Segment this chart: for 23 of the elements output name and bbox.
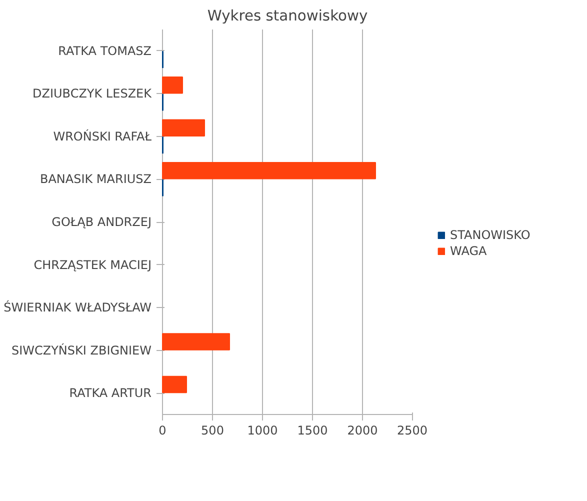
x-tick-label: 500 (201, 424, 224, 438)
y-tick-label: WROŃSKI RAFAŁ (53, 128, 152, 144)
legend-label: STANOWISKO (450, 228, 530, 242)
y-tick-label: DZIUBCZYK LESZEK (32, 86, 153, 101)
x-tick-label: 2000 (347, 424, 378, 438)
chart-title: Wykres stanowiskowy (207, 8, 368, 24)
bar (162, 376, 187, 394)
y-tick-label: RATKA ARTUR (69, 386, 152, 400)
x-tick-label: 0 (158, 424, 166, 438)
y-tick-label: CHRZĄSTEK MACIEJ (34, 258, 152, 272)
bar (162, 162, 376, 180)
bar (162, 76, 183, 94)
bar (162, 333, 230, 350)
y-tick-label: BANASIK MARIUSZ (40, 172, 152, 186)
legend-label: WAGA (450, 244, 487, 258)
y-tick-label: GOŁĄB ANDRZEJ (52, 215, 152, 229)
bar (162, 119, 205, 137)
x-tick-label: 2500 (396, 424, 428, 438)
y-tick-label: SIWCZYŃSKI ZBIGNIEW (11, 342, 152, 358)
x-tick-label: 1000 (247, 424, 278, 438)
x-tick-label: 1500 (297, 424, 328, 438)
y-tick-label: ŚWIERNIAK WŁADYSŁAW (4, 300, 152, 315)
y-tick-label: RATKA TOMASZ (58, 44, 152, 58)
